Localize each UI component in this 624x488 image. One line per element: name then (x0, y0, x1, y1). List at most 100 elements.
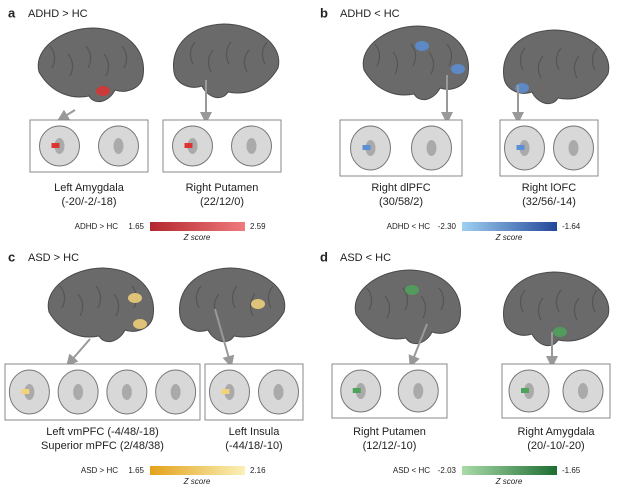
inset-spot (352, 388, 361, 393)
inset-spot (362, 145, 371, 150)
slice-detail (170, 384, 181, 400)
region-label: (22/12/0) (200, 196, 244, 208)
gyrus (261, 41, 268, 65)
gyrus (573, 55, 580, 79)
gyrus (384, 295, 391, 319)
region-label: (32/56/-14) (522, 196, 576, 208)
gyrus (446, 43, 453, 67)
gyrus (591, 47, 598, 71)
slice-detail (426, 140, 437, 156)
gyrus (366, 287, 373, 311)
gyrus (103, 53, 110, 77)
colorbar-min: 1.65 (128, 466, 144, 475)
colorbar (462, 222, 557, 231)
region-label: Left vmPFC (-4/48/-18) (46, 426, 158, 438)
slice-detail (121, 384, 132, 400)
gyrus (537, 297, 544, 321)
brain (37, 27, 144, 103)
brain (503, 29, 610, 105)
region-label: Right Putamen (353, 426, 426, 438)
panel-title: ASD < HC (340, 252, 391, 264)
colorbar-max: 2.59 (250, 222, 266, 231)
slice-detail (273, 384, 284, 400)
panel-letter: a (8, 5, 16, 20)
panel: c ASD > HC Left vmPFC (-4/48/-18) Superior … (4, 249, 304, 486)
gyrus (555, 289, 562, 313)
region-label: Right Amygdala (517, 426, 595, 438)
brain-surface (362, 25, 469, 101)
region-label: (30/58/2) (379, 196, 423, 208)
colorbar-axis-label: Z score (183, 233, 211, 242)
region-label: (-44/18/-10) (225, 440, 282, 452)
panel: b ADHD < HC Right dlPFC (30/58/2) Right lOFC… (320, 5, 610, 242)
panel-letter: c (8, 249, 15, 264)
gyrus (519, 47, 526, 71)
colorbar-label: ASD < HC (393, 466, 430, 475)
gyrus (85, 45, 92, 69)
colorbar-max: -1.65 (562, 466, 581, 475)
brain (47, 267, 154, 343)
activation-spot (251, 299, 265, 309)
gyrus (374, 43, 381, 67)
gyrus (591, 289, 598, 313)
gyrus (207, 49, 214, 73)
colorbar-axis-label: Z score (183, 477, 211, 486)
gyrus (49, 45, 56, 69)
gyrus (555, 47, 562, 71)
gyrus (77, 293, 84, 317)
slice-detail (578, 383, 588, 399)
slice-detail (73, 384, 84, 400)
region-label: Left Insula (229, 426, 281, 438)
slice-detail (413, 383, 424, 399)
gyrus (537, 55, 544, 79)
slice-detail (113, 138, 124, 154)
colorbar-min: -2.03 (438, 466, 457, 475)
inset-spot (521, 388, 529, 393)
panel-letter: b (320, 5, 328, 20)
inset-spot (51, 143, 60, 148)
activation-spot (553, 327, 567, 337)
brain (354, 269, 461, 345)
colorbar-label: ADHD < HC (387, 222, 431, 231)
gyrus (267, 285, 274, 309)
colorbar (150, 222, 245, 231)
colorbar-label: ASD > HC (81, 466, 118, 475)
brain (179, 267, 286, 343)
inset-spot (21, 389, 30, 394)
gyrus (573, 297, 580, 321)
colorbar-axis-label: Z score (495, 233, 523, 242)
region-label: Left Amygdala (54, 182, 125, 194)
gyrus (402, 287, 409, 311)
gyrus (420, 295, 427, 319)
inset-spot (516, 145, 525, 150)
region-label: Right Putamen (186, 182, 259, 194)
slice-detail (246, 138, 257, 154)
brain-surface (37, 27, 144, 103)
region-label: Right dlPFC (371, 182, 430, 194)
gyrus (392, 51, 399, 75)
brain-surface (503, 29, 610, 105)
gyrus (243, 49, 250, 73)
gyrus (67, 53, 74, 77)
brain-surface (173, 23, 280, 99)
arrow (56, 109, 76, 122)
panel-title: ASD > HC (28, 252, 79, 264)
panel: d ASD < HC Right Putamen (12/12/-10) Right A… (320, 249, 611, 486)
colorbar-axis-label: Z score (495, 477, 523, 486)
arrow (214, 308, 235, 368)
arrow (66, 338, 91, 367)
gyrus (225, 41, 232, 65)
gyrus (195, 285, 202, 309)
gyrus (121, 45, 128, 69)
colorbar-min: -2.30 (438, 222, 457, 231)
brain-surface (503, 271, 610, 347)
colorbar-min: 1.65 (128, 222, 144, 231)
gyrus (59, 285, 66, 309)
colorbar-max: -1.64 (562, 222, 581, 231)
region-label: (20/-10/-20) (527, 440, 584, 452)
gyrus (189, 41, 196, 65)
region-label: (12/12/-10) (363, 440, 417, 452)
gyrus (428, 51, 435, 75)
brain-surface (354, 269, 461, 345)
inset-spot (184, 143, 193, 148)
